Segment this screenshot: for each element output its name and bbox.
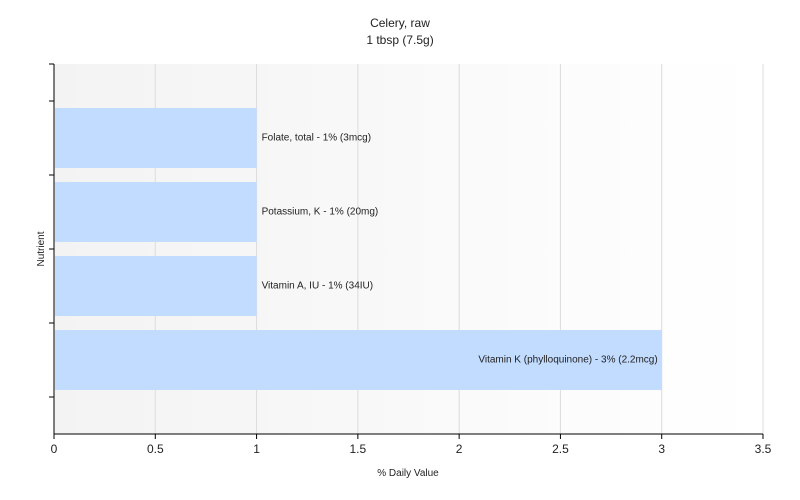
chart-title: Celery, raw <box>370 16 430 30</box>
y-axis-label: Nutrient <box>36 231 47 266</box>
x-tick-label: 2 <box>456 442 463 456</box>
bar <box>55 108 257 168</box>
x-tick-label: 0.5 <box>147 442 164 456</box>
bar <box>55 256 257 316</box>
bar-label: Vitamin A, IU - 1% (34IU) <box>262 281 374 292</box>
bar <box>55 182 257 242</box>
bar-label: Vitamin K (phylloquinone) - 3% (2.2mcg) <box>478 355 657 366</box>
axes: 0 0.5 1 1.5 2 2.5 3 3.5 <box>49 63 772 456</box>
x-tick-label: 3.5 <box>755 442 772 456</box>
bar-label: Folate, total - 1% (3mcg) <box>262 133 371 144</box>
x-tick-label: 1 <box>253 442 260 456</box>
x-tick-label: 3 <box>658 442 665 456</box>
chart-subtitle: 1 tbsp (7.5g) <box>366 33 433 47</box>
x-tick-label: 1.5 <box>350 442 367 456</box>
x-tick-label: 2.5 <box>552 442 569 456</box>
x-axis-label: % Daily Value <box>377 468 439 479</box>
bars: Folate, total - 1% (3mcg) Potassium, K - … <box>55 108 662 390</box>
bar <box>55 330 662 390</box>
bar-label: Potassium, K - 1% (20mg) <box>262 207 379 218</box>
x-tick-label: 0 <box>51 442 58 456</box>
